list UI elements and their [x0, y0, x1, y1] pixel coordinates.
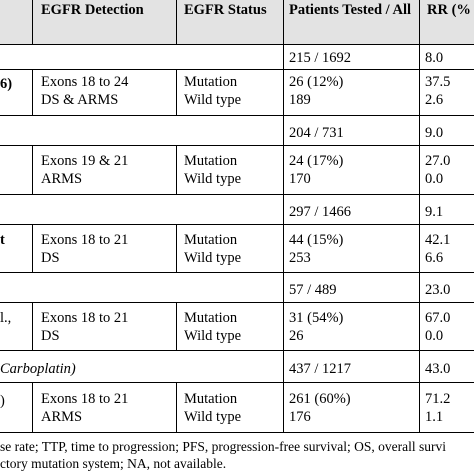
cell-egfr-detection-method: DS	[41, 328, 60, 344]
row-divider	[0, 224, 474, 225]
col-divider	[32, 69, 33, 115]
cell-study-fragment: l.,	[0, 310, 12, 326]
cell-patients: 44 (15%)	[289, 232, 344, 248]
row-divider	[0, 272, 474, 273]
cell-egfr-status: Mutation	[184, 232, 238, 248]
cell-patients: 261 (60%)	[289, 391, 351, 407]
cell-patients: 253	[289, 250, 311, 266]
header-egfr-status: EGFR Status	[184, 2, 267, 18]
cell-study-fragment: 6)	[0, 76, 13, 92]
cell-rr: 0.0	[425, 171, 444, 187]
cell-rr: 37.5	[425, 74, 451, 90]
col-divider	[176, 382, 177, 432]
cell-egfr-status: Mutation	[184, 391, 238, 407]
row-divider	[0, 432, 474, 433]
col-divider	[176, 224, 177, 272]
row-divider	[0, 69, 474, 70]
cell-rr: 0.0	[425, 328, 444, 344]
col-divider	[32, 145, 33, 194]
footnote-line: ctory mutation system; NA, not available…	[0, 456, 227, 471]
cell-patients: 26 (12%)	[289, 74, 344, 90]
cell-egfr-status: Wild type	[184, 250, 242, 266]
cell-rr: 9.0	[425, 125, 444, 141]
cell-egfr-detection-method: DS	[41, 250, 60, 266]
cell-patients: 31 (54%)	[289, 310, 344, 326]
cell-patients: 26	[289, 328, 304, 344]
row-divider	[0, 145, 474, 146]
header-patients-tested: Patients Tested / All	[289, 2, 412, 18]
row-divider	[0, 350, 474, 351]
cell-rr: 9.1	[425, 204, 444, 220]
cell-patients-total: 437 / 1217	[289, 361, 352, 377]
header-rr: RR (%	[427, 2, 471, 18]
cell-rr: 1.1	[425, 409, 444, 425]
cell-egfr-status: Mutation	[184, 74, 238, 90]
col-divider	[419, 0, 420, 432]
col-divider	[176, 145, 177, 194]
cell-egfr-detection-method: ARMS	[41, 409, 83, 425]
cell-egfr-status: Wild type	[184, 328, 242, 344]
table-header: EGFR Detection EGFR Status Patients Test…	[0, 0, 474, 45]
cell-rr: 71.2	[425, 391, 451, 407]
cell-rr: 42.1	[425, 232, 451, 248]
cell-patients-total: 215 / 1692	[289, 50, 352, 66]
cell-study-fragment: )	[0, 393, 5, 409]
cell-egfr-detection: Exons 18 to 21	[41, 391, 129, 407]
col-divider	[176, 69, 177, 115]
cell-egfr-detection: Exons 18 to 24	[41, 74, 129, 90]
cell-egfr-status: Wild type	[184, 92, 242, 108]
cell-patients-total: 204 / 731	[289, 125, 344, 141]
col-divider	[32, 382, 33, 432]
col-divider	[176, 302, 177, 350]
cell-rr: 27.0	[425, 153, 451, 169]
cell-patients: 189	[289, 92, 311, 108]
row-divider	[0, 194, 474, 195]
col-divider	[32, 0, 33, 44]
col-divider	[32, 302, 33, 350]
cell-rr: 6.6	[425, 250, 444, 266]
cell-patients: 24 (17%)	[289, 153, 344, 169]
cell-regimen-fragment: Carboplatin)	[0, 361, 76, 377]
col-divider	[283, 0, 284, 432]
cell-egfr-status: Wild type	[184, 171, 242, 187]
row-divider	[0, 302, 474, 303]
cell-egfr-status: Mutation	[184, 153, 238, 169]
row-divider	[0, 382, 474, 383]
cell-patients-total: 57 / 489	[289, 282, 337, 298]
cell-egfr-detection: Exons 18 to 21	[41, 310, 129, 326]
cell-patients: 176	[289, 409, 311, 425]
cell-study-fragment: t	[0, 232, 5, 248]
cell-rr: 23.0	[425, 282, 451, 298]
cell-patients: 170	[289, 171, 311, 187]
col-divider	[32, 224, 33, 272]
row-divider	[0, 115, 474, 116]
footnote-line: se rate; TTP, time to progression; PFS, …	[0, 439, 446, 454]
cell-patients-total: 297 / 1466	[289, 204, 352, 220]
col-divider	[176, 0, 177, 44]
cell-egfr-status: Wild type	[184, 409, 242, 425]
cell-rr: 43.0	[425, 361, 451, 377]
cell-rr: 67.0	[425, 310, 451, 326]
cell-egfr-detection-method: DS & ARMS	[41, 92, 119, 108]
cell-egfr-detection: Exons 19 & 21	[41, 153, 129, 169]
cell-egfr-detection: Exons 18 to 21	[41, 232, 129, 248]
header-egfr-detection: EGFR Detection	[41, 2, 144, 18]
cell-rr: 2.6	[425, 92, 444, 108]
cell-egfr-status: Mutation	[184, 310, 238, 326]
cell-egfr-detection-method: ARMS	[41, 171, 83, 187]
cell-rr: 8.0	[425, 50, 444, 66]
